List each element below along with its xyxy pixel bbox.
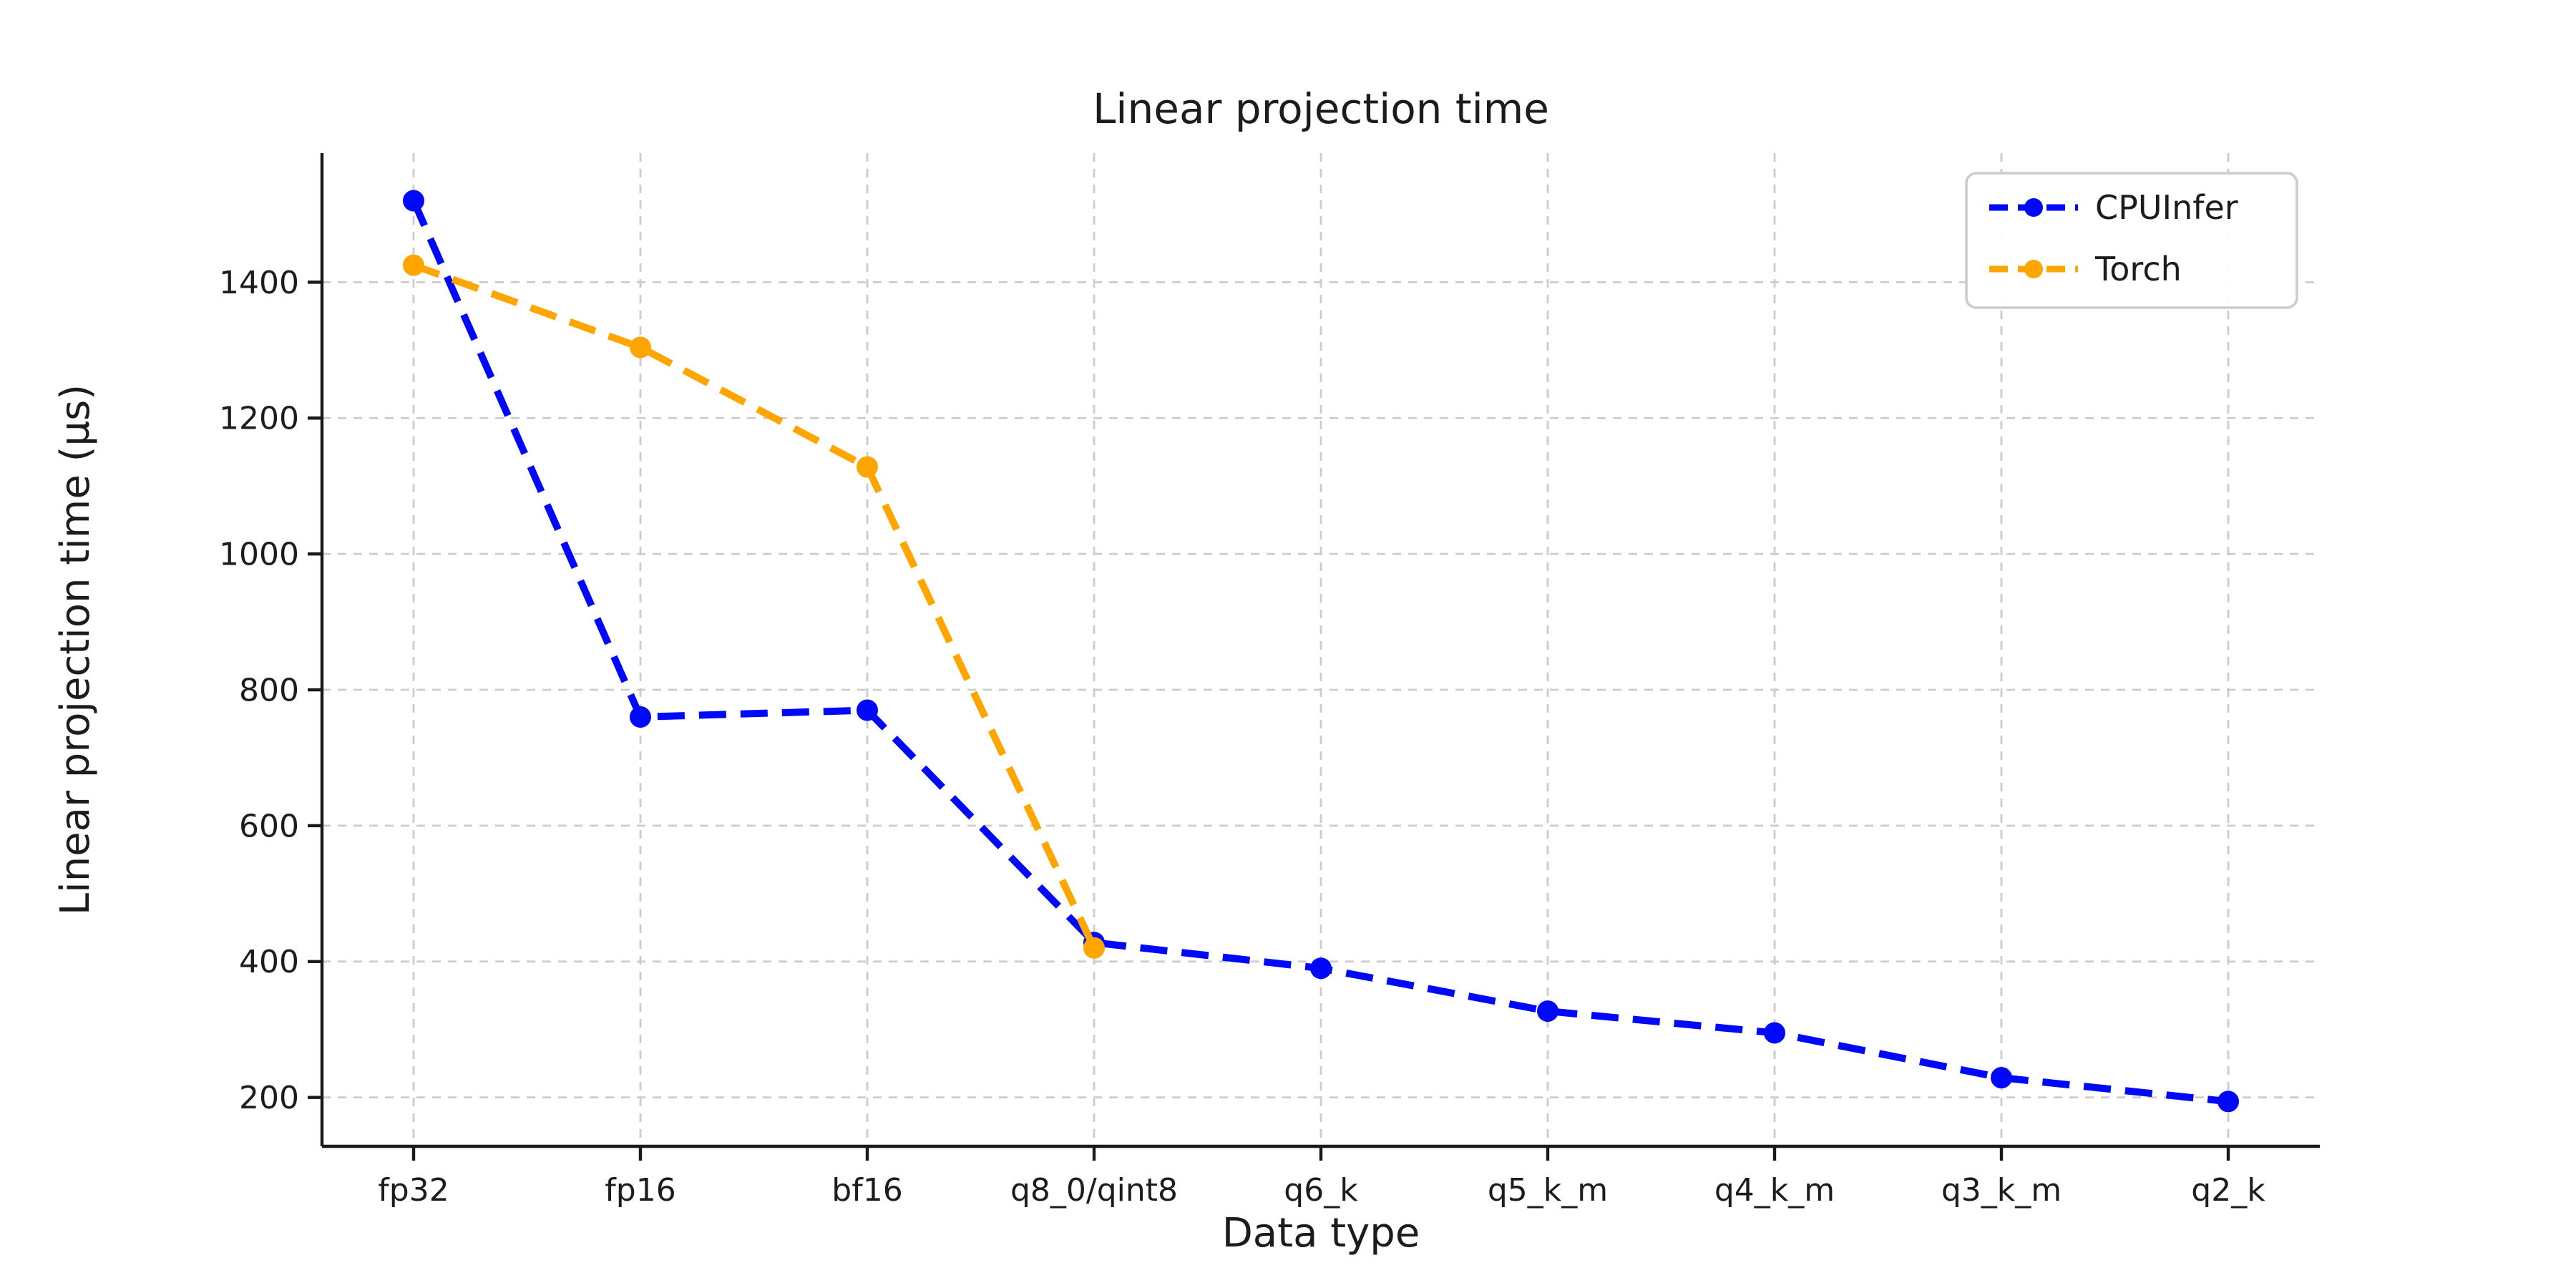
y-tick-label-6: 1400 xyxy=(219,265,299,301)
x-tick-label-3: q8_0/qint8 xyxy=(1010,1172,1178,1209)
x-tick-label-5: q5_k_m xyxy=(1488,1172,1608,1209)
data-point-cpuinfer-7 xyxy=(1991,1067,2012,1089)
data-point-cpuinfer-1 xyxy=(630,706,651,728)
data-point-torch-1 xyxy=(630,336,651,358)
x-tick-label-8: q2_k xyxy=(2191,1172,2265,1209)
data-point-cpuinfer-0 xyxy=(403,190,424,212)
legend-label-1: Torch xyxy=(2094,250,2182,288)
data-point-torch-3 xyxy=(1083,937,1105,959)
legend-entry-1: Torch xyxy=(1989,250,2182,288)
y-axis-label: Linear projection time (µs) xyxy=(52,384,99,915)
data-point-cpuinfer-8 xyxy=(2218,1091,2239,1113)
data-point-cpuinfer-2 xyxy=(857,699,878,721)
legend-marker xyxy=(2024,198,2043,217)
legend-marker xyxy=(2024,260,2043,278)
y-tick-label-0: 200 xyxy=(239,1080,299,1116)
data-point-cpuinfer-5 xyxy=(1537,1000,1558,1023)
series-line-torch xyxy=(412,261,1098,950)
legend: CPUInfer Torch xyxy=(1965,172,2298,309)
legend-label-0: CPUInfer xyxy=(2095,188,2238,227)
y-tick-label-3: 800 xyxy=(239,672,299,708)
y-tick-label-5: 1200 xyxy=(219,401,299,437)
data-point-torch-0 xyxy=(403,254,424,276)
y-tick-label-2: 600 xyxy=(239,808,299,844)
legend-entry-0: CPUInfer xyxy=(1989,188,2238,227)
y-tick-label-1: 400 xyxy=(239,944,299,980)
x-tick-label-0: fp32 xyxy=(378,1172,449,1209)
x-tick-label-4: q6_k xyxy=(1284,1172,1358,1209)
y-tick-label-4: 1000 xyxy=(219,537,299,573)
chart-title: Linear projection time xyxy=(1093,84,1549,133)
x-tick-label-6: q4_k_m xyxy=(1714,1172,1835,1209)
data-point-cpuinfer-4 xyxy=(1310,957,1332,980)
x-tick-label-2: bf16 xyxy=(831,1172,902,1209)
data-point-torch-2 xyxy=(857,456,878,478)
x-axis-label: Data type xyxy=(1222,1210,1420,1257)
x-tick-label-7: q3_k_m xyxy=(1941,1172,2062,1209)
data-point-cpuinfer-6 xyxy=(1764,1022,1785,1044)
x-tick-label-1: fp16 xyxy=(605,1172,675,1209)
